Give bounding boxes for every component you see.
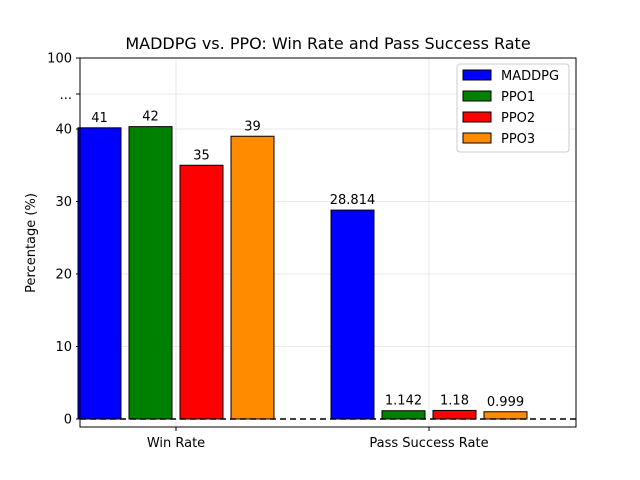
- bar-maddpg: [330, 209, 375, 420]
- y-tick-label: 30: [55, 195, 72, 210]
- y-tick-label: 0: [64, 413, 72, 428]
- legend-swatch-maddpg: [462, 69, 492, 81]
- y-axis-break-label: ...: [60, 88, 72, 103]
- bar-ppo2: [432, 409, 477, 420]
- bar-value-label: 0.999: [487, 395, 524, 410]
- bar-maddpg: [77, 127, 122, 420]
- legend-swatch-ppo3: [462, 132, 492, 144]
- legend-swatch-ppo2: [462, 111, 492, 123]
- axes: 0 10 20 30 40 100... Win Rate Pass Success Rate: [47, 52, 577, 451]
- bar-value-label: 1.142: [385, 394, 422, 409]
- y-tick-label: 40: [55, 123, 72, 138]
- y-axis-label: Percentage (%): [24, 193, 39, 293]
- bar-value-label: 1.18: [440, 393, 469, 408]
- bar-ppo2: [179, 164, 224, 420]
- bar-value-label: 35: [193, 148, 210, 163]
- legend: MADDPG PPO1 PPO2 PPO3: [456, 63, 570, 153]
- bar-ppo3: [483, 411, 528, 420]
- bar-value-label: 41: [91, 111, 108, 126]
- bar-value-label: 39: [244, 119, 261, 134]
- legend-swatch-ppo1: [462, 90, 492, 102]
- legend-label: PPO3: [501, 132, 535, 147]
- bar-ppo3: [230, 135, 275, 420]
- y-tick-label: 10: [55, 340, 72, 355]
- bar-value-label: 42: [142, 110, 159, 125]
- x-tick-label: Win Rate: [147, 436, 205, 451]
- legend-label: PPO1: [501, 90, 535, 105]
- y-tick-label: 20: [55, 268, 72, 283]
- bar-value-label: 28.814: [330, 193, 376, 208]
- legend-label: PPO2: [501, 111, 535, 126]
- bars: [77, 126, 528, 420]
- chart-title: MADDPG vs. PPO: Win Rate and Pass Succes…: [125, 34, 530, 53]
- bar-value-labels: 41 42 35 39 28.814 1.142 1.18 0.999: [91, 110, 524, 410]
- x-tick-label: Pass Success Rate: [369, 436, 488, 451]
- legend-label: MADDPG: [501, 69, 559, 84]
- bar-ppo1: [381, 410, 426, 420]
- legend-box: [456, 63, 570, 153]
- bar-ppo1: [128, 126, 173, 420]
- y-tick-label: 100: [47, 52, 72, 67]
- plot-frame: [79, 57, 577, 428]
